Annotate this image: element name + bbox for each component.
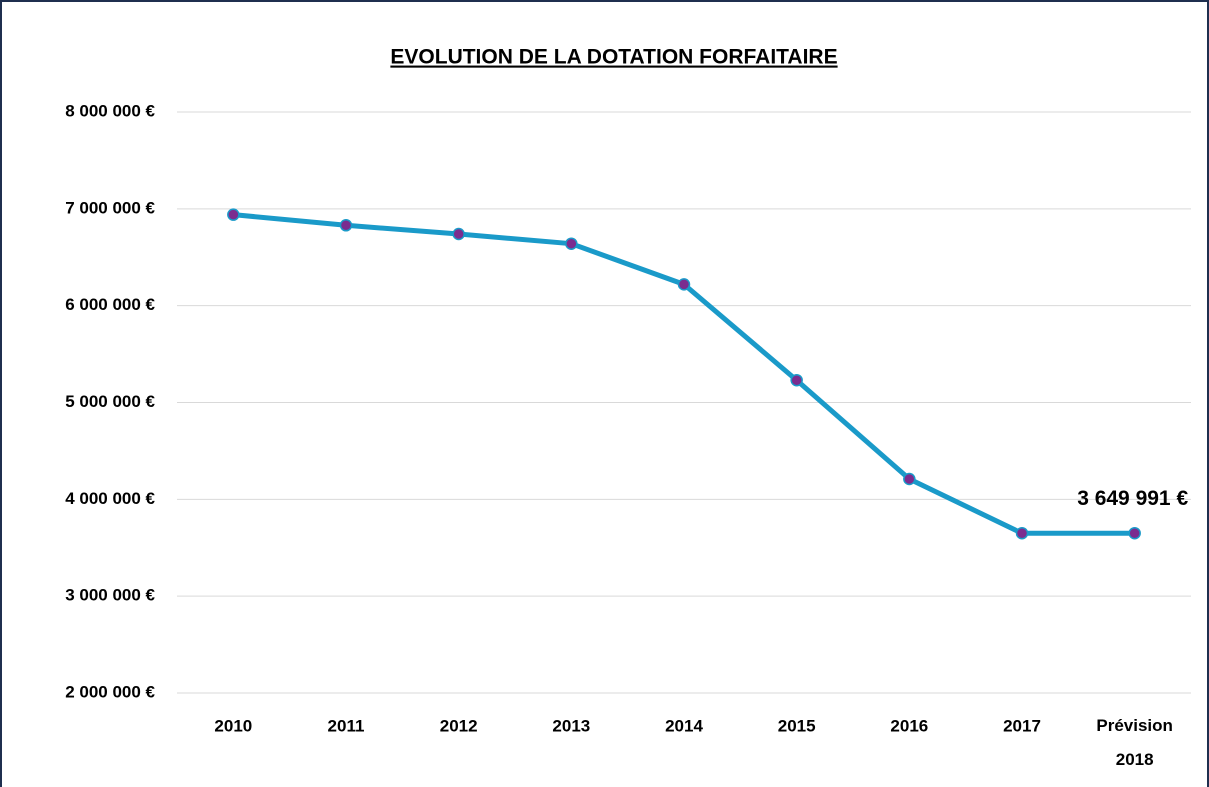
x-tick-label: 2011: [328, 716, 365, 735]
x-tick-label: 2014: [665, 716, 703, 735]
marker: [339, 219, 353, 232]
x-tick-label: Prévision 2018: [1096, 716, 1173, 769]
y-tick-label: 5 000 000 €: [65, 392, 155, 411]
x-tick-label: 2017: [1003, 716, 1041, 735]
marker: [565, 237, 578, 250]
x-tick-label: 2015: [778, 716, 816, 735]
y-tick-label: 6 000 000 €: [65, 295, 155, 314]
x-tick-label: 2010: [214, 716, 252, 735]
marker: [1015, 526, 1029, 540]
marker: [452, 227, 465, 241]
marker: [227, 208, 240, 221]
y-tick-label: 8 000 000 €: [65, 101, 155, 120]
data-label: 3 649 991 €: [1077, 487, 1188, 510]
y-tick-label: 7 000 000 €: [65, 198, 155, 217]
y-tick-label: 2 000 000 €: [65, 682, 155, 701]
marker: [1128, 526, 1141, 540]
chart-title: EVOLUTION DE LA DOTATION FORFAITAIRE: [390, 46, 837, 69]
marker: [790, 373, 803, 387]
marker: [677, 278, 691, 291]
x-tick-label: 2013: [552, 716, 590, 735]
x-tick-label: 2012: [440, 716, 478, 735]
y-tick-label: 3 000 000 €: [65, 586, 155, 605]
y-tick-label: 4 000 000 €: [65, 489, 155, 508]
marker: [903, 472, 916, 486]
x-tick-label: 2016: [890, 716, 928, 735]
